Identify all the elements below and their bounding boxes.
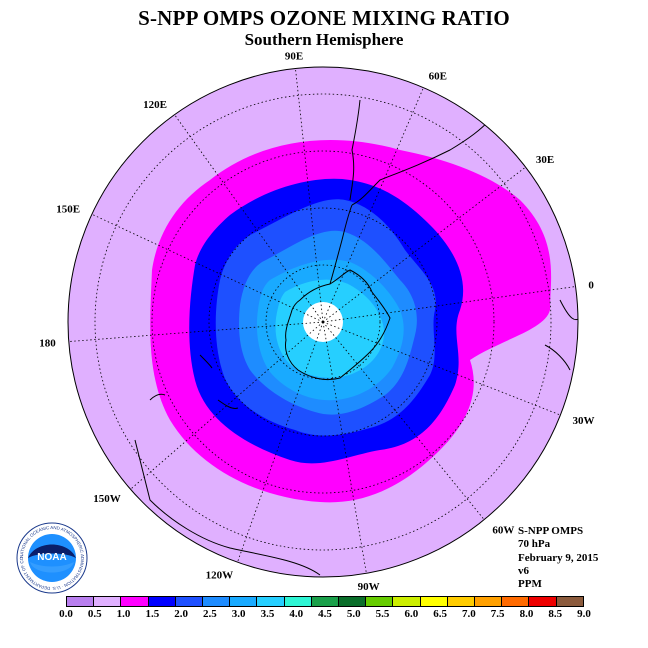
meridian-line	[322, 166, 526, 323]
longitude-label: 60W	[492, 525, 514, 537]
colorbar-tick-label: 1.0	[116, 608, 131, 620]
colorbar-tick-label: 6.0	[404, 608, 419, 620]
longitude-label: 120E	[143, 99, 167, 111]
colorbar-tick-label: 6.5	[433, 608, 447, 620]
meridian-line	[322, 321, 561, 416]
pressure-level-label: 70 hPa	[518, 538, 551, 551]
meridian-line	[174, 114, 324, 323]
map-boundary	[67, 66, 579, 578]
new-zealand-coastline	[199, 354, 239, 409]
colorbar-tick-label: 3.0	[231, 608, 246, 620]
longitude-label: 90E	[285, 51, 303, 63]
colorbar-swatch	[257, 597, 285, 606]
colorbar-tick-label: 7.0	[462, 608, 476, 620]
colorbar-swatch	[529, 597, 557, 606]
colorbar-tick-label: 2.0	[174, 608, 188, 620]
longitude-label: 150W	[93, 493, 121, 505]
colorbar-swatch	[284, 597, 312, 606]
colorbar-tick-label: 8.5	[548, 608, 563, 620]
longitude-label: 90W	[358, 581, 380, 593]
map-field	[68, 67, 578, 577]
colorbar-swatch	[230, 597, 258, 606]
noaa-bird-icon	[28, 544, 76, 558]
version-label: v6	[518, 564, 529, 577]
longitude-label: 180	[39, 338, 56, 350]
meridian-line	[91, 213, 324, 323]
colorbar-swatch	[175, 597, 204, 606]
colorbar-swatch	[366, 597, 394, 606]
noaa-logo: NOAA NATIONAL OCEANIC AND ATMOSPHERIC AD…	[16, 522, 88, 594]
colorbar-swatch	[148, 597, 176, 606]
colorbar-tick-label: 0.0	[59, 608, 73, 620]
longitude-label: 150E	[56, 204, 80, 216]
south-pole-marker	[321, 320, 325, 324]
colorbar-swatch	[420, 597, 448, 606]
longitude-label: 0	[588, 280, 594, 292]
longitude-lines	[68, 68, 576, 574]
colorbar-swatch	[121, 597, 149, 606]
colorbar-tick-label: 2.5	[203, 608, 217, 620]
colorbar-tick-label: 7.5	[490, 608, 505, 620]
meridian-line	[322, 286, 576, 323]
colorbar-swatch	[67, 597, 95, 606]
colorbar-swatch	[311, 597, 340, 606]
noaa-logo-text: NOAA	[37, 552, 66, 563]
colorbar-tick-label: 9.0	[577, 608, 591, 620]
meridian-line	[295, 68, 324, 323]
meridian-line	[68, 321, 324, 342]
longitude-label: 30E	[536, 154, 554, 166]
longitude-label: 30W	[573, 415, 595, 427]
colorbar-swatch	[339, 597, 367, 606]
colorbar-tick-label: 8.0	[519, 608, 534, 620]
longitude-labels: 90W 60W 30W 0 30E 60E 90E 120E 150E 180 150W 120W	[39, 51, 595, 593]
longitude-label: 60E	[429, 71, 447, 83]
colorbar-swatch	[502, 597, 530, 606]
longitude-label: 120W	[206, 570, 234, 582]
colorbar-swatch	[447, 597, 476, 606]
date-label: February 9, 2015	[518, 551, 599, 564]
antarctic-peninsula-coastline	[329, 204, 353, 285]
units-label: PPM	[518, 578, 542, 591]
africa-coastline	[544, 299, 578, 371]
colorbar-swatch	[556, 597, 583, 606]
colorbar-tick-label: 4.0	[289, 608, 304, 620]
meridian-line	[237, 321, 324, 563]
colorbar-tick-label: 1.5	[145, 608, 160, 620]
colorbar-tick-label: 3.5	[260, 608, 275, 620]
colorbar-swatch	[94, 597, 122, 606]
colorbar-swatch	[393, 597, 421, 606]
colorbar-tick-label: 5.5	[375, 608, 390, 620]
meridian-line	[322, 321, 485, 520]
colorbar-tick-labels: 0.0 0.5 1.0 1.5 2.0 2.5 3.0 3.5 4.0 4.5 5.0 5.5 6.0 6…	[59, 607, 591, 621]
map-subtitle: Southern Hemisphere	[244, 30, 404, 49]
antarctica-coastline	[285, 269, 391, 381]
colorbar-swatch	[203, 597, 231, 606]
colorbar-tick-label: 5.0	[346, 608, 361, 620]
coastlines	[134, 99, 578, 576]
colorbar-tick-label: 4.5	[318, 608, 332, 620]
meridian-line	[322, 87, 424, 323]
colorbar-tick-label: 0.5	[87, 608, 102, 620]
map-info-block: S-NPP OMPS 70 hPa February 9, 2015 v6 PP…	[518, 525, 598, 591]
south-america-coastline	[349, 99, 491, 206]
meridian-line	[322, 321, 367, 574]
colorbar	[66, 596, 584, 607]
map-title: S-NPP OMPS OZONE MIXING RATIO	[138, 6, 510, 30]
australia-coastline	[134, 393, 321, 576]
latitude-lines	[94, 93, 552, 551]
instrument-label: S-NPP OMPS	[518, 525, 584, 537]
colorbar-swatch	[475, 597, 503, 606]
meridian-line	[130, 321, 324, 490]
